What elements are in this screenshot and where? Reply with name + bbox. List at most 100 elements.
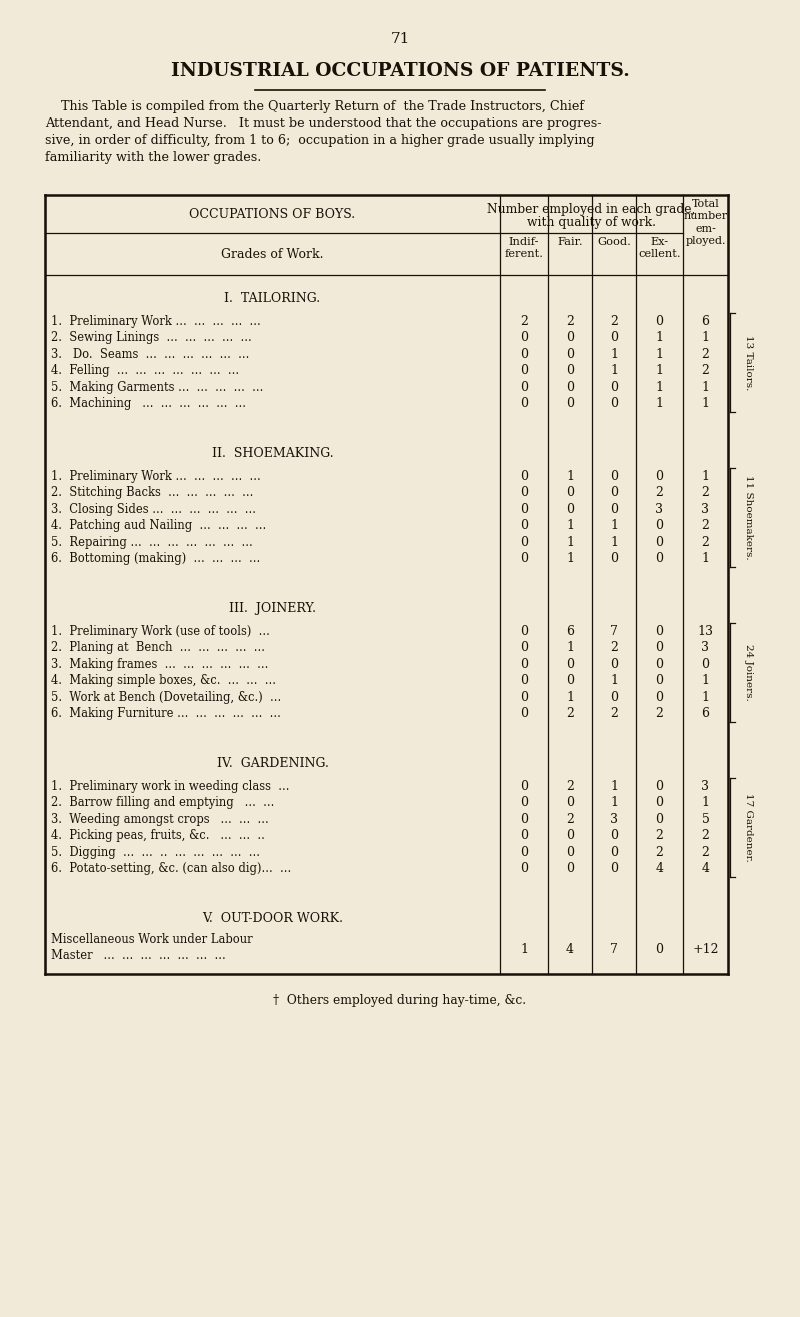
Text: 7: 7: [610, 943, 618, 956]
Text: 1: 1: [655, 381, 663, 394]
Text: 13 Tailors.: 13 Tailors.: [743, 335, 753, 390]
Text: 0: 0: [520, 552, 528, 565]
Text: 7: 7: [610, 624, 618, 637]
Text: IV.  GARDENING.: IV. GARDENING.: [217, 757, 329, 770]
Text: 0: 0: [520, 363, 528, 377]
Text: 0: 0: [610, 381, 618, 394]
Text: 0: 0: [655, 674, 663, 687]
Text: 0: 0: [610, 470, 618, 482]
Text: 0: 0: [520, 657, 528, 670]
Text: 0: 0: [520, 780, 528, 793]
Text: 1: 1: [655, 331, 663, 344]
Text: 0: 0: [566, 381, 574, 394]
Text: 5.  Digging  ...  ...  ..  ...  ...  ...  ...  ...: 5. Digging ... ... .. ... ... ... ... ..…: [51, 846, 260, 859]
Text: 1: 1: [655, 363, 663, 377]
Text: 1: 1: [566, 690, 574, 703]
Text: Miscellaneous Work under Labour: Miscellaneous Work under Labour: [51, 932, 253, 946]
Text: V.  OUT-DOOR WORK.: V. OUT-DOOR WORK.: [202, 913, 343, 926]
Text: 17 Gardener.: 17 Gardener.: [743, 793, 753, 861]
Text: II.  SHOEMAKING.: II. SHOEMAKING.: [212, 448, 334, 461]
Text: 0: 0: [566, 863, 574, 874]
Text: 0: 0: [566, 348, 574, 361]
Text: 5: 5: [702, 813, 710, 826]
Text: 2: 2: [655, 846, 663, 859]
Text: Good.: Good.: [597, 237, 631, 248]
Text: 0: 0: [702, 657, 710, 670]
Text: 0: 0: [655, 813, 663, 826]
Text: 6.  Machining   ...  ...  ...  ...  ...  ...: 6. Machining ... ... ... ... ... ...: [51, 396, 246, 410]
Text: 1: 1: [610, 519, 618, 532]
Text: Fair.: Fair.: [557, 237, 583, 248]
Text: 1: 1: [566, 641, 574, 655]
Text: 4: 4: [566, 943, 574, 956]
Text: 2: 2: [520, 315, 528, 328]
Text: Master   ...  ...  ...  ...  ...  ...  ...: Master ... ... ... ... ... ... ...: [51, 950, 226, 963]
Text: 0: 0: [610, 690, 618, 703]
Text: 2: 2: [702, 519, 710, 532]
Text: 2: 2: [610, 707, 618, 720]
Text: 0: 0: [610, 486, 618, 499]
Text: 6.  Making Furniture ...  ...  ...  ...  ...  ...: 6. Making Furniture ... ... ... ... ... …: [51, 707, 281, 720]
Text: 3: 3: [702, 641, 710, 655]
Text: 0: 0: [566, 828, 574, 842]
Text: 0: 0: [566, 363, 574, 377]
Text: 3: 3: [702, 503, 710, 515]
Text: 1: 1: [610, 363, 618, 377]
Text: 1: 1: [702, 690, 710, 703]
Text: 0: 0: [566, 486, 574, 499]
Text: Indif-
ferent.: Indif- ferent.: [505, 237, 543, 259]
Text: 0: 0: [655, 315, 663, 328]
Text: Grades of Work.: Grades of Work.: [222, 248, 324, 261]
Text: Total
number
em-
ployed.: Total number em- ployed.: [683, 199, 727, 246]
Text: 2.  Stitching Backs  ...  ...  ...  ...  ...: 2. Stitching Backs ... ... ... ... ...: [51, 486, 254, 499]
Text: 1: 1: [610, 795, 618, 809]
Text: 13: 13: [698, 624, 714, 637]
Text: 0: 0: [655, 519, 663, 532]
Text: 0: 0: [610, 846, 618, 859]
Text: 4.  Felling  ...  ...  ...  ...  ...  ...  ...: 4. Felling ... ... ... ... ... ... ...: [51, 363, 239, 377]
Text: 1: 1: [702, 381, 710, 394]
Text: 2: 2: [566, 315, 574, 328]
Text: OCCUPATIONS OF BOYS.: OCCUPATIONS OF BOYS.: [190, 208, 355, 220]
Text: 0: 0: [520, 348, 528, 361]
Text: 0: 0: [520, 536, 528, 549]
Text: 1: 1: [566, 470, 574, 482]
Text: 2.  Sewing Linings  ...  ...  ...  ...  ...: 2. Sewing Linings ... ... ... ... ...: [51, 331, 252, 344]
Text: III.  JOINERY.: III. JOINERY.: [229, 602, 316, 615]
Text: 1: 1: [610, 780, 618, 793]
Text: I.  TAILORING.: I. TAILORING.: [225, 292, 321, 306]
Text: 1: 1: [702, 674, 710, 687]
Text: 0: 0: [610, 828, 618, 842]
Text: 3.   Do.  Seams  ...  ...  ...  ...  ...  ...: 3. Do. Seams ... ... ... ... ... ...: [51, 348, 250, 361]
Text: 3.  Closing Sides ...  ...  ...  ...  ...  ...: 3. Closing Sides ... ... ... ... ... ...: [51, 503, 256, 515]
Text: This Table is compiled from the Quarterly Return of  the Trade Instructors, Chie: This Table is compiled from the Quarterl…: [45, 100, 584, 113]
Text: 0: 0: [655, 470, 663, 482]
Text: 0: 0: [520, 674, 528, 687]
Text: 3.  Making frames  ...  ...  ...  ...  ...  ...: 3. Making frames ... ... ... ... ... ...: [51, 657, 268, 670]
Text: sive, in order of difficulty, from 1 to 6;  occupation in a higher grade usually: sive, in order of difficulty, from 1 to …: [45, 134, 594, 148]
Text: 0: 0: [655, 780, 663, 793]
Text: 2: 2: [702, 363, 710, 377]
Text: 0: 0: [610, 863, 618, 874]
Text: 1: 1: [566, 552, 574, 565]
Text: 2: 2: [702, 536, 710, 549]
Text: 6: 6: [566, 624, 574, 637]
Text: 0: 0: [566, 396, 574, 410]
Text: 1: 1: [566, 536, 574, 549]
Text: 0: 0: [520, 863, 528, 874]
Text: 0: 0: [610, 657, 618, 670]
Text: 2: 2: [655, 486, 663, 499]
Text: 0: 0: [520, 396, 528, 410]
Text: 0: 0: [520, 828, 528, 842]
Text: 0: 0: [566, 674, 574, 687]
Text: 0: 0: [520, 813, 528, 826]
Text: 0: 0: [610, 396, 618, 410]
Text: 2: 2: [702, 348, 710, 361]
Text: †  Others employed during hay-time, &c.: † Others employed during hay-time, &c.: [274, 994, 526, 1006]
Text: 0: 0: [520, 795, 528, 809]
Text: INDUSTRIAL OCCUPATIONS OF PATIENTS.: INDUSTRIAL OCCUPATIONS OF PATIENTS.: [170, 62, 630, 80]
Text: 0: 0: [566, 331, 574, 344]
Text: 0: 0: [655, 624, 663, 637]
Text: 0: 0: [610, 331, 618, 344]
Text: 0: 0: [520, 519, 528, 532]
